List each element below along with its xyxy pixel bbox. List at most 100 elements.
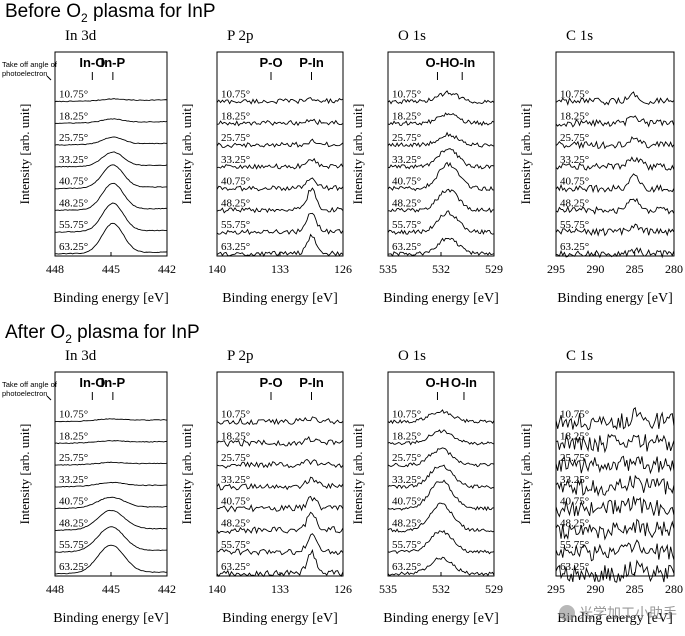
y-axis-label: Intensity [arb. unit]	[350, 424, 365, 525]
angle-label: 25.75°	[221, 132, 250, 144]
spectrum-trace	[387, 112, 495, 127]
angle-label: 18.25°	[392, 110, 421, 122]
spectrum-trace	[387, 161, 495, 192]
spectrum-trace	[54, 481, 168, 488]
spectrum-trace	[216, 138, 344, 149]
spectrum-trace	[54, 118, 168, 124]
x-tick-label: 295	[547, 582, 565, 596]
panel-title: In 3d	[65, 348, 97, 364]
x-tick-label: 133	[271, 262, 289, 276]
spectrum-trace	[555, 407, 675, 431]
spectrum-trace	[387, 556, 495, 577]
x-tick-label: 448	[46, 582, 64, 596]
spectrum-trace	[54, 526, 168, 553]
peak-marker-label: P-In	[299, 375, 324, 390]
angle-label: 48.25°	[560, 517, 589, 529]
spectrum-trace	[555, 246, 675, 259]
peak-marker-label: In-O	[79, 375, 105, 390]
spectrum-trace	[216, 533, 344, 556]
peak-marker-label: O-In	[449, 55, 475, 70]
angle-label: 48.25°	[59, 197, 88, 209]
angle-label: 33.25°	[560, 154, 589, 166]
panel-after-in-3d: In 3d 448 445 442 Binding energy [eV] Intensi…	[2, 348, 176, 626]
peak-marker-label: In-O	[79, 55, 105, 70]
spectrum-trace	[555, 223, 675, 237]
x-tick-label: 445	[102, 262, 120, 276]
panel-after-p-2p: P 2p 140 133 126 Binding energy [eV] Intensit…	[179, 348, 352, 626]
x-axis-label: Binding energy [eV]	[222, 611, 338, 626]
x-tick-label: 133	[271, 582, 289, 596]
peak-marker-label: In-P	[101, 375, 126, 390]
y-axis-label: Intensity [arb. unit]	[350, 104, 365, 205]
angle-label: 33.25°	[221, 474, 250, 486]
x-tick-label: 280	[665, 262, 683, 276]
angle-label: 25.75°	[59, 452, 88, 464]
spectrum-trace	[555, 433, 675, 454]
spectrum-trace	[387, 464, 495, 490]
spectrum-trace	[216, 233, 344, 257]
spectrum-trace	[216, 476, 344, 491]
watermark-text: 光学加工小助手	[579, 606, 677, 622]
spectrum-trace	[216, 435, 344, 448]
spectrum-trace	[387, 409, 495, 425]
angle-label: 55.75°	[59, 219, 88, 231]
spectrum-trace	[216, 97, 344, 105]
x-tick-label: 285	[626, 262, 644, 276]
angle-label: 48.25°	[221, 197, 250, 209]
angle-label: 63.25°	[560, 241, 589, 253]
angle-label: 10.75°	[560, 89, 589, 101]
spectrum-trace	[555, 474, 675, 497]
panel-title: In 3d	[65, 28, 97, 44]
spectrum-trace	[555, 115, 675, 128]
angle-header: Take off angle of	[2, 380, 58, 389]
x-axis-label: Binding energy [eV]	[53, 291, 169, 306]
x-tick-label: 448	[46, 262, 64, 276]
spectrum-trace	[387, 479, 495, 512]
panel-title: P 2p	[227, 348, 254, 364]
spectrum-trace	[555, 455, 675, 475]
panel-title: C 1s	[566, 348, 593, 364]
spectrum-trace	[387, 237, 495, 257]
angle-label: 18.25°	[59, 110, 88, 122]
x-tick-label: 535	[379, 262, 397, 276]
x-tick-label: 126	[334, 262, 352, 276]
angle-label: 48.25°	[560, 197, 589, 209]
peak-marker-label: P-In	[299, 55, 324, 70]
x-tick-label: 126	[334, 582, 352, 596]
spectrum-trace	[555, 559, 675, 583]
angle-label: 10.75°	[221, 409, 250, 421]
spectrum-trace	[54, 509, 168, 531]
panel-title: C 1s	[566, 28, 593, 44]
header-arrow-icon	[46, 75, 52, 81]
spectrum-trace	[555, 197, 675, 215]
x-tick-label: 532	[432, 262, 450, 276]
x-axis-label: Binding energy [eV]	[557, 611, 673, 626]
x-tick-label: 445	[102, 582, 120, 596]
spectrum-trace	[216, 511, 344, 535]
y-axis-label: Intensity [arb. unit]	[179, 424, 194, 525]
panel-before-c-1s: C 1s 295 290 285 280 Binding energy [eV] Inten…	[518, 28, 683, 306]
spectrum-trace	[54, 440, 168, 445]
angle-label: 63.25°	[221, 241, 250, 253]
panel-after-c-1s: C 1s 295 290 285 280 Binding energy [eV] Inten…	[518, 348, 683, 626]
y-axis-label: Intensity [arb. unit]	[518, 104, 533, 205]
peak-marker-label: O-In	[451, 375, 477, 390]
x-axis-label: Binding energy [eV]	[383, 611, 499, 626]
angle-label: 63.25°	[392, 241, 421, 253]
spectrum-trace	[216, 212, 344, 235]
angle-label: 10.75°	[59, 409, 88, 421]
spectrum-trace	[387, 502, 495, 533]
spectrum-trace	[54, 496, 168, 510]
angle-label: 63.25°	[560, 561, 589, 573]
angle-label: 18.25°	[392, 430, 421, 442]
spectrum-trace	[54, 151, 168, 168]
angle-label: 55.75°	[221, 539, 250, 551]
spectrum-trace	[54, 418, 168, 423]
angle-label: 33.25°	[392, 474, 421, 486]
angle-label: 10.75°	[392, 409, 421, 421]
angle-label: 40.75°	[59, 176, 88, 188]
angle-label: 18.25°	[221, 110, 250, 122]
header-arrow-icon	[46, 395, 52, 401]
spectrum-trace	[387, 210, 495, 235]
spectrum-trace	[216, 177, 344, 192]
